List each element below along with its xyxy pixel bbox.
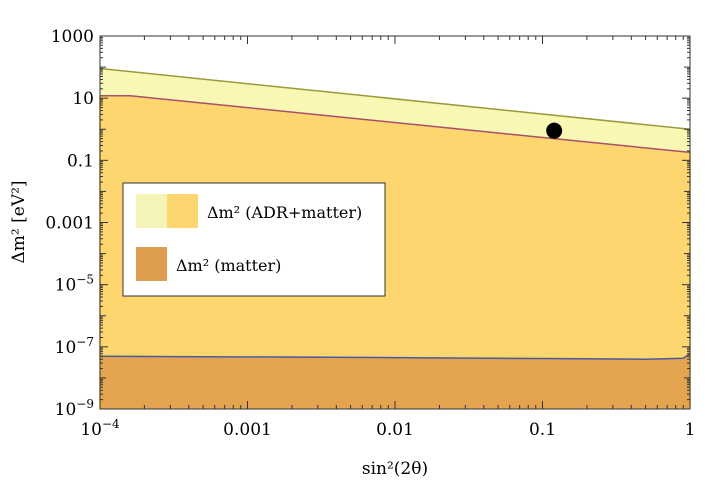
chart-areas [100,68,690,410]
y-tick-label: 0.001 [45,214,94,234]
line-adr_matter [100,94,691,154]
data-point [546,122,563,139]
line-matter [99,353,691,360]
legend-swatch [136,247,167,281]
y-tick-label: 0.1 [67,151,94,171]
y-tick-label: 10−7 [55,335,94,358]
y-tick-label: 10−9 [55,397,94,420]
y-tick-label: 1000 [51,27,94,47]
y-tick-label: 10 [72,89,94,109]
x-tick-label: 0.01 [376,420,414,440]
area-matter [100,353,690,409]
legend-label: Δm² (ADR+matter) [207,203,362,222]
axis-ticks [99,35,691,410]
line-adr_upper [99,67,691,130]
x-tick-label: 1 [685,420,696,440]
chart-points [546,122,563,139]
legend-swatch [167,194,198,228]
legend-label: Δm² (matter) [176,256,281,275]
area-adr_matter [100,95,690,410]
x-axis-title: sin²(2θ) [362,459,428,479]
y-tick-label: 10−5 [55,273,94,296]
legend-swatch [136,194,168,228]
x-tick-label: 10−4 [80,417,120,440]
legend: Δm² (ADR+matter) Δm² (matter) [122,182,386,297]
y-tick-labels: 10−9 10−7 10−5 0.001 0.1 10 1000 [45,27,94,420]
x-tick-label: 0.1 [529,420,556,440]
x-tick-label: 0.001 [223,420,272,440]
x-tick-labels: 10−4 0.001 0.01 0.1 1 [80,417,695,440]
y-axis-title: Δm² [eV²] [9,180,29,263]
